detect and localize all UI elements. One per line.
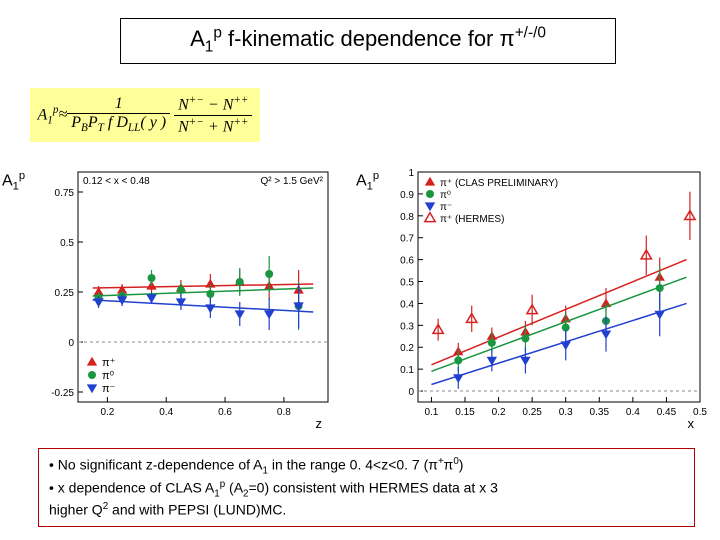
svg-text:0.3: 0.3 [559,407,573,418]
svg-text:0.7: 0.7 [400,234,414,245]
conclusion-line-1: • No significant z-dependence of A1 in t… [49,455,684,478]
svg-text:Q² > 1.5 GeV²: Q² > 1.5 GeV² [260,176,323,187]
svg-text:0.2: 0.2 [100,407,114,418]
svg-text:0: 0 [68,338,74,349]
svg-text:0.15: 0.15 [455,407,475,418]
svg-text:0.5: 0.5 [60,238,74,249]
svg-text:0.4: 0.4 [400,299,414,310]
svg-text:0.45: 0.45 [657,407,677,418]
svg-text:0.2: 0.2 [400,343,414,354]
svg-text:0.25: 0.25 [522,407,542,418]
svg-text:0.6: 0.6 [218,407,232,418]
formula-lhs: A1p [38,104,59,127]
svg-text:0.5: 0.5 [693,407,707,418]
svg-text:π⁺ (CLAS PRELIMINARY): π⁺ (CLAS PRELIMINARY) [440,178,558,189]
svg-text:0.8: 0.8 [400,212,414,223]
svg-text:π⁰: π⁰ [440,190,451,201]
svg-text:π⁰: π⁰ [102,370,115,382]
right-plot: 0 0.1 0.2 0.3 0.4 0.5 0.6 0.7 0.8 0.9 1 0.1 0.15 0.2 0… [384,160,714,440]
svg-text:0.1: 0.1 [424,407,438,418]
svg-text:π⁺: π⁺ [102,357,116,369]
svg-text:0.25: 0.25 [55,288,75,299]
svg-text:0.4: 0.4 [159,407,173,418]
svg-text:π⁻: π⁻ [440,202,452,213]
left-y-label: A1p [2,170,25,193]
svg-text:z: z [316,416,323,431]
svg-text:0.1: 0.1 [400,365,414,376]
svg-text:0.4: 0.4 [626,407,640,418]
svg-text:0.5: 0.5 [400,278,414,289]
left-plot: -0.25 0 0.25 0.5 0.75 0.2 0.4 0.6 0.8 z 0.12 < x <… [36,160,346,440]
svg-text:0.12 < x < 0.48: 0.12 < x < 0.48 [83,176,150,187]
svg-text:0.35: 0.35 [590,407,610,418]
conclusion-line-2: • x dependence of CLAS A1p (A2=0) consis… [49,478,684,501]
svg-text:0.75: 0.75 [55,188,75,199]
title-text: A1p f-kinematic dependence for π+/-/0 [190,26,546,51]
svg-text:0.3: 0.3 [400,321,414,332]
svg-text:0.6: 0.6 [400,256,414,267]
svg-text:x: x [688,416,695,431]
conclusion-box: • No significant z-dependence of A1 in t… [38,448,695,527]
svg-text:-0.25: -0.25 [51,388,74,399]
formula-approx: ≈ [58,106,67,124]
svg-text:π⁺ (HERMES): π⁺ (HERMES) [440,214,504,225]
formula-frac1: 1 PBPT f DLL( y ) [67,95,170,134]
svg-text:0.9: 0.9 [400,190,414,201]
svg-text:π⁻: π⁻ [102,383,116,395]
svg-text:0: 0 [408,387,414,398]
title-box: A1p f-kinematic dependence for π+/-/0 [120,18,616,64]
svg-text:1: 1 [408,168,414,179]
svg-text:0.8: 0.8 [277,407,291,418]
formula-frac2: N+− − N++ N+− + N++ [174,94,252,136]
formula-box: A1p ≈ 1 PBPT f DLL( y ) N+− − N++ N+− + … [30,88,260,142]
svg-text:0.2: 0.2 [492,407,506,418]
right-y-label: A1p [356,170,379,193]
conclusion-line-3: higher Q2 and with PEPSI (LUND)MC. [49,500,684,520]
